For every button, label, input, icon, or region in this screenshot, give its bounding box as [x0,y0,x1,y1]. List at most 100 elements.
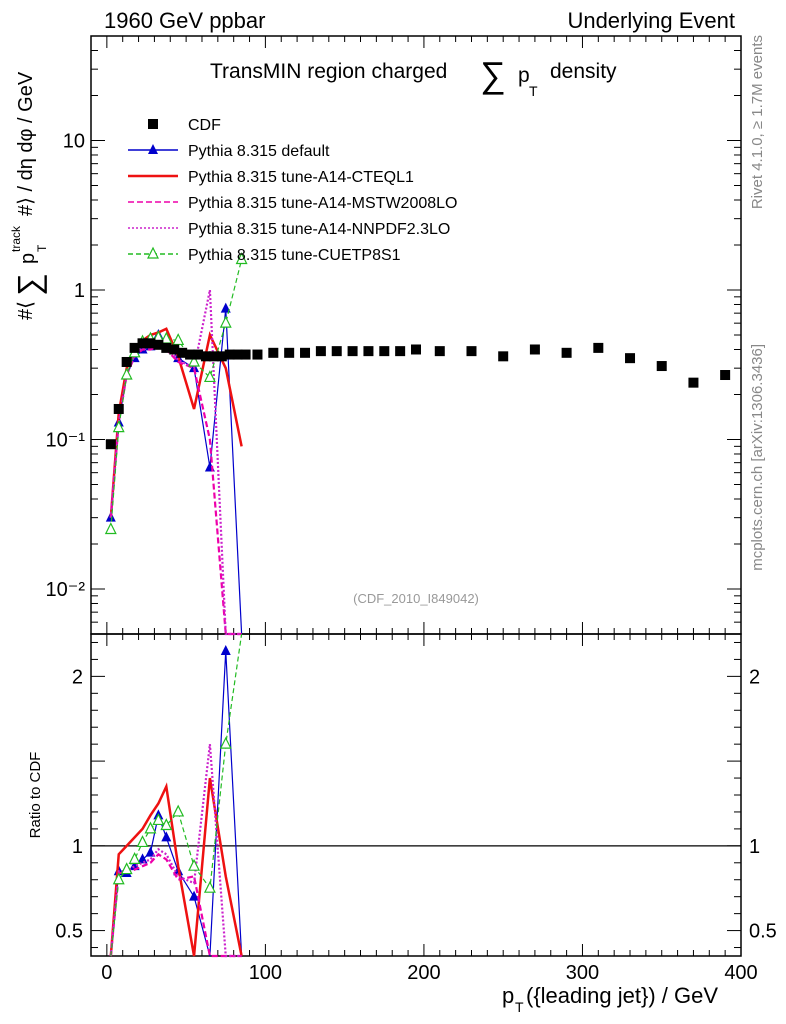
x-axis-label: p T ({leading jet}) / GeV [502,983,718,1015]
ratio-point-4 [136,835,149,848]
xlabel-tail: ({leading jet}) / GeV [526,983,718,1008]
ratio-series-group [109,633,243,958]
cdf-point [153,339,164,350]
cdf-point [177,347,188,358]
legend-marker-1 [148,144,158,154]
series-point-0 [220,302,231,313]
y-tick-label: 10 [63,130,85,152]
series-point-4 [235,252,248,265]
cdf-point [200,351,211,362]
title-p: p [518,64,530,87]
cdf-point [593,342,604,353]
ratio-point-4 [188,858,201,871]
ratio-tick-label-right: 2 [749,666,760,688]
legend-label-4: Pythia 8.315 tune-A14-NNPDF2.3LO [188,221,450,238]
cdf-point [224,349,235,360]
ylabel-sup: track [9,225,23,252]
x-tick-label: 400 [724,962,757,984]
cdf-point [625,353,636,364]
ratio-tick-label-left: 2 [72,666,83,688]
series-point-4 [219,315,232,328]
ylabel-sub: T [35,244,49,252]
ratio-point-0 [189,890,200,901]
cdf-point [331,346,342,357]
cdf-point [161,342,172,353]
analysis-watermark: (CDF_2010_I849042) [353,591,479,606]
y-tick-label: 10⁻¹ [46,429,86,451]
xlabel-sub: T [515,999,524,1015]
ratio-line-1 [109,777,243,957]
legend: CDF Pythia 8.315 default Pythia 8.315 tune… [128,117,457,264]
cdf-point [121,356,132,367]
ratio-point-4 [172,804,185,817]
mcplots-label: mcplots.cern.ch [arXiv:1306.3436] [749,344,766,571]
series-point-4 [172,333,185,346]
ratio-point-0 [145,846,156,857]
cdf-point [145,338,156,349]
ylabel-sum: ∑ [11,273,47,296]
cdf-point [268,347,279,358]
cdf-point [216,351,227,362]
main-series-group [104,252,731,636]
header-right: Underlying Event [567,8,735,33]
legend-marker-5 [147,246,159,259]
ratio-point-4 [120,862,133,875]
y-tick-label: 10⁻² [46,579,86,601]
legend-label-0: CDF [188,117,221,134]
title-sub: T [529,83,538,99]
ratio-point-4 [219,736,232,749]
x-tick-label: 0 [101,962,112,984]
series-point-4 [203,370,216,383]
cdf-point [137,338,148,349]
legend-label-1: Pythia 8.315 default [188,143,330,160]
ratio-point-4 [128,852,141,865]
ratio-line-0 [110,650,243,957]
header-left: 1960 GeV ppbar [104,8,265,33]
x-tick-label: 100 [249,962,282,984]
legend-marker-0 [148,119,158,129]
cdf-point [240,349,251,360]
legend-label-5: Pythia 8.315 tune-CUETP8S1 [188,247,401,264]
ratio-tick-label-right: 1 [749,836,760,858]
cdf-point [347,346,358,357]
cdf-point [208,351,219,362]
ratio-tick-label-right: 0.5 [749,921,777,943]
cdf-point [113,403,124,414]
ratio-point-0 [220,644,231,655]
title-main: TransMIN region charged [210,60,447,83]
cdf-point [129,342,140,353]
cdf-point [300,347,311,358]
cdf-point [411,344,421,355]
cdf-point [232,349,243,360]
plot-title: TransMIN region charged ∑ p T density [210,54,617,99]
y-axis-label: #⟨ ∑ p track T #⟩ / dη dφ / GeV [9,71,49,320]
ratio-plot-frame [90,633,742,957]
cdf-point [656,361,667,372]
ratio-point-0 [137,853,148,864]
series-point-4 [112,420,125,433]
ylabel-p: p [17,253,39,264]
ratio-y-label: Ratio to CDF [27,752,44,839]
cdf-point [379,346,390,357]
cdf-point [252,349,263,360]
cdf-point [561,347,572,358]
cdf-point [720,370,731,381]
ylabel-tail: #⟩ / dη dφ / GeV [15,71,37,216]
legend-label-2: Pythia 8.315 tune-A14-CTEQL1 [188,169,414,186]
ratio-point-4 [160,818,173,831]
x-tick-label: 200 [407,962,440,984]
cdf-point [185,349,196,360]
cdf-point [363,346,374,357]
title-sum: ∑ [480,54,506,95]
series-point-4 [120,367,133,380]
ratio-point-4 [152,813,165,826]
ratio-tick-label-left: 0.5 [55,921,83,943]
xlabel-p: p [502,983,514,1008]
ratio-tick-label-left: 1 [72,836,83,858]
cdf-point [688,377,699,388]
title-tail: density [550,60,617,83]
ratio-point-4 [144,821,157,834]
ylabel-hash: #⟨ [15,301,37,320]
series-point-4 [104,522,117,535]
series-line-4 [110,259,243,530]
